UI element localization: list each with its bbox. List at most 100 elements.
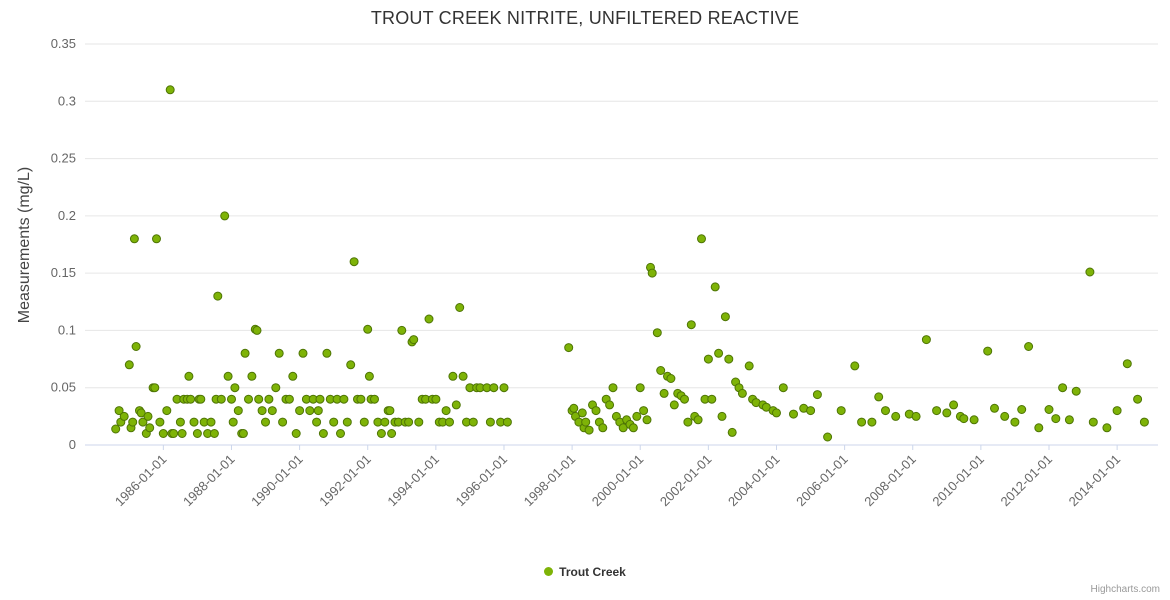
data-point[interactable] — [128, 417, 138, 427]
data-point[interactable] — [1051, 414, 1061, 424]
data-point[interactable] — [238, 429, 248, 438]
data-point[interactable] — [659, 388, 669, 398]
data-point[interactable] — [445, 417, 454, 427]
data-point[interactable] — [1024, 342, 1034, 351]
data-point[interactable] — [230, 383, 240, 393]
data-point[interactable] — [329, 417, 339, 427]
data-point[interactable] — [502, 417, 512, 427]
data-point[interactable] — [836, 406, 846, 416]
data-point[interactable] — [216, 394, 226, 404]
data-point[interactable] — [274, 348, 284, 358]
data-point[interactable] — [680, 394, 689, 404]
data-point[interactable] — [1102, 423, 1112, 433]
data-point[interactable] — [647, 268, 657, 278]
data-point[interactable] — [693, 415, 703, 425]
data-point[interactable] — [577, 408, 587, 418]
data-point[interactable] — [431, 394, 441, 404]
data-point[interactable] — [288, 371, 298, 381]
data-point[interactable] — [1139, 417, 1149, 427]
data-point[interactable] — [1058, 383, 1068, 393]
data-point[interactable] — [257, 406, 267, 416]
data-point[interactable] — [129, 234, 139, 244]
data-point[interactable] — [720, 312, 730, 322]
data-point[interactable] — [990, 403, 999, 413]
data-point[interactable] — [138, 417, 148, 427]
data-point[interactable] — [244, 394, 253, 404]
data-point[interactable] — [823, 432, 833, 442]
data-point[interactable] — [254, 394, 264, 404]
data-point[interactable] — [380, 417, 390, 427]
data-point[interactable] — [192, 429, 202, 438]
data-point[interactable] — [772, 408, 781, 418]
data-point[interactable] — [162, 406, 172, 416]
data-point[interactable] — [233, 406, 243, 416]
data-point[interactable] — [1088, 417, 1098, 427]
data-point[interactable] — [424, 314, 434, 324]
data-point[interactable] — [150, 383, 160, 393]
data-point[interactable] — [458, 371, 468, 381]
data-point[interactable] — [177, 429, 187, 438]
data-point[interactable] — [261, 417, 270, 427]
data-point[interactable] — [298, 348, 308, 358]
data-point[interactable] — [155, 417, 165, 427]
data-point[interactable] — [806, 406, 816, 416]
data-point[interactable] — [376, 429, 386, 438]
data-point[interactable] — [349, 257, 359, 267]
data-point[interactable] — [158, 429, 168, 438]
data-point[interactable] — [295, 406, 305, 416]
data-point[interactable] — [409, 335, 419, 345]
data-point[interactable] — [1122, 359, 1132, 369]
data-point[interactable] — [1071, 386, 1081, 396]
data-point[interactable] — [322, 348, 332, 358]
data-point[interactable] — [252, 325, 262, 335]
data-point[interactable] — [111, 424, 121, 434]
data-point[interactable] — [727, 427, 737, 437]
data-point[interactable] — [1112, 406, 1122, 416]
data-point[interactable] — [240, 348, 250, 358]
data-point[interactable] — [124, 360, 134, 370]
highcharts-credits-link[interactable]: Highcharts.com — [1090, 584, 1160, 595]
data-point[interactable] — [666, 374, 676, 383]
data-point[interactable] — [220, 211, 230, 221]
data-point[interactable] — [1017, 405, 1027, 414]
data-point[interactable] — [591, 406, 601, 416]
data-point[interactable] — [1010, 417, 1020, 427]
data-point[interactable] — [1064, 415, 1074, 425]
data-point[interactable] — [942, 408, 952, 418]
data-point[interactable] — [312, 417, 322, 427]
data-point[interactable] — [812, 390, 822, 400]
data-point[interactable] — [1044, 405, 1054, 414]
data-point[interactable] — [642, 415, 652, 425]
data-point[interactable] — [911, 411, 921, 421]
data-point[interactable] — [441, 406, 451, 416]
data-point[interactable] — [451, 400, 461, 410]
data-point[interactable] — [223, 371, 233, 381]
data-point[interactable] — [717, 411, 727, 421]
data-point[interactable] — [628, 423, 638, 433]
data-point[interactable] — [485, 417, 495, 427]
data-point[interactable] — [652, 328, 662, 338]
data-point[interactable] — [305, 406, 315, 416]
data-point[interactable] — [683, 417, 693, 427]
data-point[interactable] — [499, 383, 509, 393]
data-point[interactable] — [145, 423, 155, 433]
data-point[interactable] — [1133, 394, 1143, 404]
data-point[interactable] — [1085, 267, 1095, 277]
data-point[interactable] — [267, 406, 277, 416]
data-point[interactable] — [278, 417, 288, 427]
data-point[interactable] — [131, 342, 141, 351]
data-point[interactable] — [359, 417, 369, 427]
data-point[interactable] — [448, 371, 458, 381]
data-point[interactable] — [635, 383, 645, 393]
data-point[interactable] — [608, 383, 618, 393]
data-point[interactable] — [891, 411, 901, 421]
data-point[interactable] — [318, 429, 328, 438]
data-point[interactable] — [247, 371, 257, 381]
data-point[interactable] — [346, 360, 356, 370]
data-point[interactable] — [489, 383, 499, 393]
data-point[interactable] — [213, 291, 223, 301]
data-point[interactable] — [632, 411, 642, 421]
data-point[interactable] — [363, 324, 373, 334]
data-point[interactable] — [867, 417, 877, 427]
data-point[interactable] — [385, 406, 395, 416]
